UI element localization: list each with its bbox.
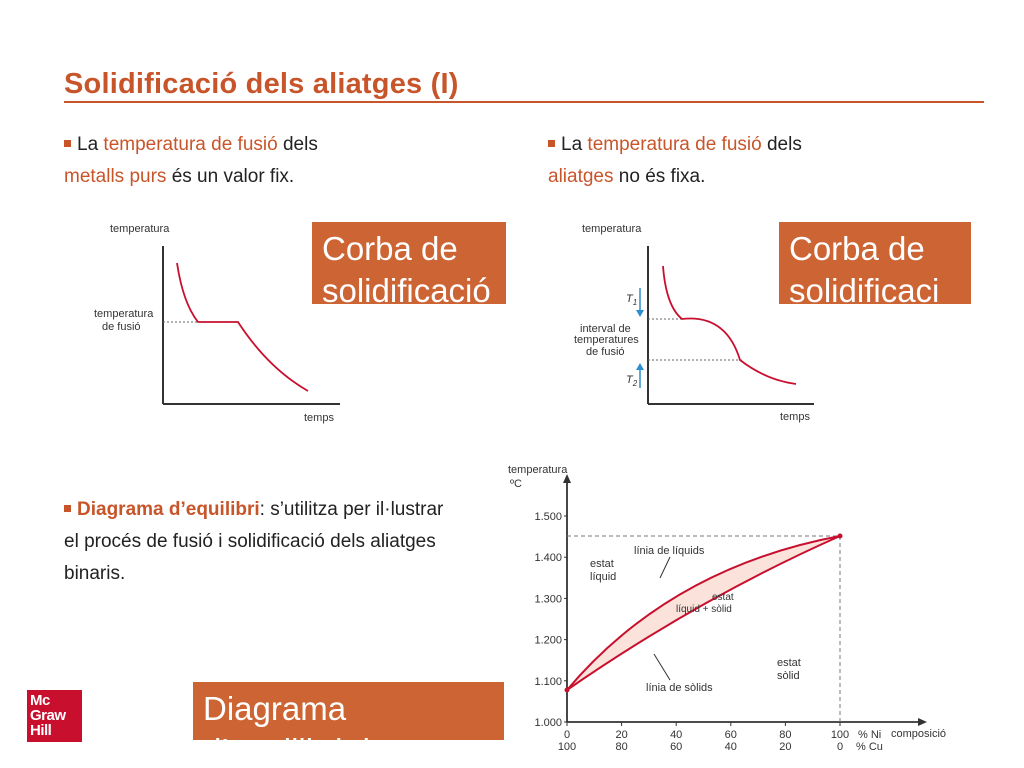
cooling-curve bbox=[176, 262, 309, 392]
x-tick-label-cu: 60 bbox=[670, 741, 682, 753]
ni-melting-point bbox=[564, 687, 570, 693]
x-axis-label: temps bbox=[780, 411, 810, 423]
y-tick-label: 1.200 bbox=[534, 635, 562, 647]
liquid-state-label-1: estat bbox=[590, 558, 614, 570]
solid-state-label-1: estat bbox=[777, 657, 801, 669]
bullet-square-icon bbox=[548, 140, 555, 147]
solidus-line bbox=[566, 535, 841, 691]
diagram-label-box: Diagrama d’equilibri d bbox=[193, 682, 504, 740]
liquidus-pointer bbox=[659, 556, 671, 579]
bullet-alloys: La temperatura de fusió dels aliatges no… bbox=[548, 134, 802, 187]
liquid-state-label-2: líquid bbox=[590, 571, 616, 583]
interval-label-1: interval de bbox=[580, 323, 631, 335]
x-tick-label-ni: 60 bbox=[725, 729, 737, 741]
bullet-equilibrium-diagram: Diagrama d’equilibri: s’utilitza per il·… bbox=[64, 499, 444, 584]
x-axis-label: temps bbox=[304, 412, 334, 424]
t2-arrow-head bbox=[636, 363, 644, 370]
x-tick-label-ni: 80 bbox=[779, 729, 791, 741]
y-axis-label: temperatura bbox=[508, 464, 568, 476]
y-tick-label: 1.100 bbox=[534, 676, 562, 688]
alloy-cooling-curve: temperatura temps T1 T2 interval de temp… bbox=[574, 223, 814, 423]
x-axis-label: composició bbox=[891, 728, 946, 740]
mcgraw-hill-logo: Mc Graw Hill bbox=[27, 690, 82, 742]
curve-label-box-left: Corba de solidificació bbox=[312, 222, 506, 304]
y-tick-label: 1.300 bbox=[534, 593, 562, 605]
solidus-pointer bbox=[653, 653, 671, 681]
x-tick-label-cu: 100 bbox=[558, 741, 576, 753]
x-tick-label-ni: 0 bbox=[564, 729, 570, 741]
x-axis-arrow bbox=[918, 718, 927, 726]
page-title: Solidificació dels aliatges (I) bbox=[64, 68, 459, 100]
cu-melting-point bbox=[837, 533, 843, 539]
phase-diagram: temperatura ºC 1.000 1.100 1.200 1.300 1.400… bbox=[508, 464, 946, 753]
pure-metal-cooling-curve: temperatura temps temperatura de fusió bbox=[94, 223, 340, 424]
ni-label: % Ni bbox=[858, 729, 881, 741]
x-tick-label-ni: 40 bbox=[670, 729, 682, 741]
bullet-square-icon bbox=[64, 140, 71, 147]
t1-arrow-head bbox=[636, 310, 644, 317]
mixed-state-label-1: estat bbox=[712, 592, 734, 603]
x-tick-label-ni: 20 bbox=[615, 729, 627, 741]
y-axis-label: temperatura bbox=[582, 223, 642, 235]
curve-label-box-right: Corba de solidificaci bbox=[779, 222, 971, 304]
interval-label-3: de fusió bbox=[586, 346, 625, 358]
y-axis-label: temperatura bbox=[110, 223, 170, 235]
y-tick-label: 1.000 bbox=[534, 717, 562, 729]
x-tick-label-cu: 20 bbox=[779, 741, 791, 753]
y-axis-unit: ºC bbox=[510, 478, 522, 490]
x-tick-label-cu: 0 bbox=[837, 741, 843, 753]
x-tick-label-cu: 40 bbox=[725, 741, 737, 753]
t2-label: T2 bbox=[626, 374, 638, 388]
bullet-pure-metals: La temperatura de fusió dels metalls pur… bbox=[64, 134, 318, 187]
interval-label-2: temperatures bbox=[574, 334, 639, 346]
y-tick-labels: 1.000 1.100 1.200 1.300 1.400 1.500 bbox=[534, 511, 567, 729]
melting-temp-label-2: de fusió bbox=[102, 321, 141, 333]
solidus-label: línia de sòlids bbox=[646, 682, 713, 694]
liquidus-label: línia de líquids bbox=[634, 545, 705, 557]
t1-label: T1 bbox=[626, 293, 637, 307]
y-axis-arrow bbox=[563, 474, 571, 483]
liquidus-line bbox=[566, 535, 841, 691]
solid-state-label-2: sòlid bbox=[777, 670, 800, 682]
cu-label: % Cu bbox=[856, 741, 883, 753]
title-underline bbox=[64, 101, 984, 103]
mixed-state-label-2: líquid + sòlid bbox=[676, 604, 732, 615]
bullet-square-icon bbox=[64, 505, 71, 512]
y-tick-label: 1.500 bbox=[534, 511, 562, 523]
x-tick-label-cu: 80 bbox=[615, 741, 627, 753]
y-tick-label: 1.400 bbox=[534, 552, 562, 564]
cooling-curve bbox=[662, 265, 797, 385]
melting-temp-label: temperatura bbox=[94, 308, 154, 320]
x-tick-label-ni: 100 bbox=[831, 729, 849, 741]
